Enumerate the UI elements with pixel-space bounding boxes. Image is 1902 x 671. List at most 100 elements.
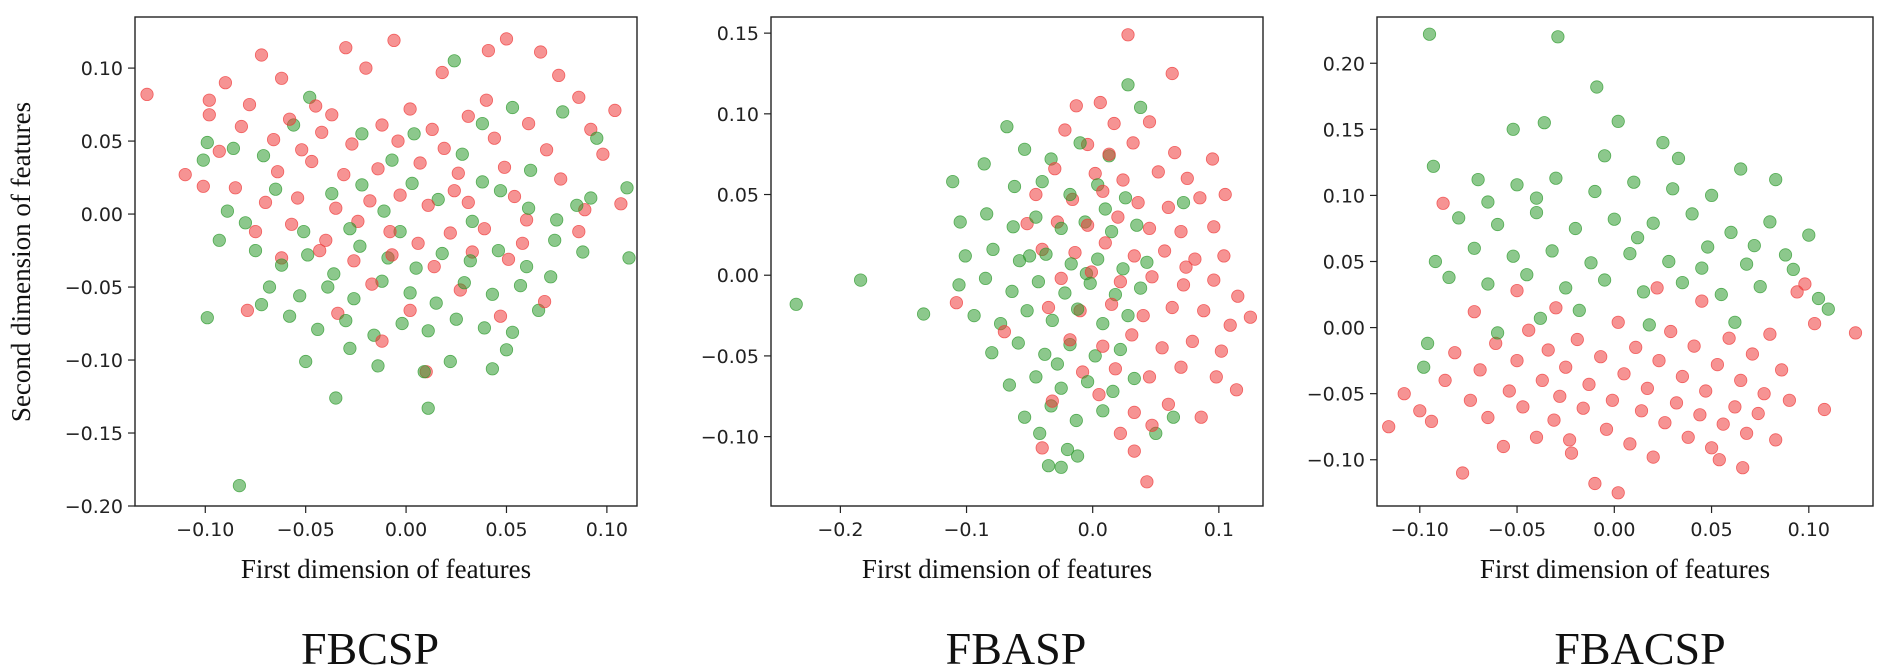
red-point — [387, 33, 401, 48]
red-point — [1535, 373, 1549, 387]
green-point — [1491, 326, 1505, 340]
red-point — [1179, 260, 1193, 274]
green-point — [576, 245, 590, 259]
red-point — [1611, 486, 1625, 500]
green-point — [238, 216, 252, 230]
green-point — [980, 207, 994, 221]
red-point — [1463, 393, 1478, 407]
red-point — [140, 87, 154, 102]
red-point — [1634, 404, 1649, 418]
red-point — [1168, 146, 1182, 160]
green-point — [463, 254, 477, 268]
red-point — [202, 93, 216, 107]
red-point — [1564, 446, 1579, 460]
red-point — [1669, 396, 1684, 410]
y-tick-label: 0.10 — [717, 104, 759, 126]
green-point — [254, 297, 269, 312]
green-point — [417, 365, 431, 379]
red-point — [1209, 370, 1223, 384]
red-point — [240, 303, 254, 317]
red-point — [1629, 340, 1643, 354]
green-point — [1452, 211, 1466, 225]
green-point — [196, 153, 210, 167]
green-point — [1121, 78, 1135, 92]
red-point — [1045, 394, 1059, 408]
red-point — [1473, 363, 1487, 377]
red-point — [1068, 246, 1082, 260]
green-point — [1098, 202, 1112, 216]
green-point — [1116, 262, 1130, 276]
red-point — [1716, 417, 1730, 431]
green-point — [1176, 196, 1191, 210]
red-point — [1467, 305, 1481, 319]
red-point — [345, 137, 359, 151]
green-point — [353, 239, 367, 253]
red-point — [1553, 389, 1567, 403]
green-point — [200, 135, 214, 150]
green-point — [1471, 173, 1485, 187]
red-point — [1229, 383, 1244, 397]
red-point — [375, 118, 389, 132]
green-point — [1113, 342, 1128, 357]
red-point — [1161, 397, 1176, 411]
green-point — [499, 343, 514, 357]
red-point — [1710, 357, 1725, 372]
red-point — [1496, 439, 1511, 454]
green-point — [1481, 195, 1495, 209]
red-point — [1127, 444, 1141, 458]
green-point — [355, 178, 369, 192]
red-point — [202, 108, 216, 122]
red-point — [1664, 324, 1678, 339]
red-point — [447, 184, 461, 198]
green-point — [299, 354, 313, 369]
green-point — [443, 354, 457, 369]
green-point — [1728, 315, 1742, 329]
green-point — [491, 244, 505, 258]
green-point — [1421, 336, 1435, 350]
green-point — [622, 251, 636, 265]
green-point — [1127, 371, 1141, 386]
green-point — [1091, 252, 1105, 266]
green-point — [1636, 285, 1651, 299]
red-point — [1687, 339, 1701, 353]
red-point — [1093, 95, 1107, 110]
red-point — [1782, 393, 1797, 407]
green-point — [293, 289, 307, 303]
green-point — [590, 131, 604, 145]
green-point — [1054, 460, 1068, 474]
green-point — [347, 292, 361, 306]
green-point — [1740, 257, 1754, 271]
green-point — [1058, 286, 1072, 300]
red-point — [359, 61, 373, 75]
red-point — [1640, 381, 1655, 395]
red-point — [1582, 377, 1596, 391]
green-point — [1763, 215, 1777, 229]
y-tick-label: −0.10 — [1307, 450, 1365, 472]
red-point — [1745, 347, 1760, 361]
scatter-points — [140, 32, 636, 493]
red-point — [1127, 405, 1141, 419]
green-point — [1481, 277, 1495, 291]
green-point — [1529, 191, 1544, 205]
tick-group: −0.10 −0.05 0.00 0.05 0.10 −0.10 −0.05 0.00 0.05… — [1307, 53, 1830, 541]
green-point — [1811, 291, 1826, 306]
green-point — [1022, 249, 1037, 263]
green-point — [519, 259, 534, 274]
red-point — [295, 143, 309, 157]
red-point — [1126, 136, 1140, 150]
plot-frame — [1376, 16, 1874, 507]
red-point — [451, 166, 465, 180]
red-point — [305, 154, 319, 169]
red-point — [1205, 152, 1220, 166]
red-point — [537, 294, 552, 309]
green-point — [1786, 262, 1800, 276]
x-tick-label: 0.10 — [1788, 519, 1830, 541]
red-point — [1722, 331, 1736, 345]
red-point — [274, 71, 289, 85]
red-point — [375, 334, 389, 348]
red-point — [319, 233, 333, 247]
green-point — [1422, 27, 1437, 41]
red-point — [1185, 334, 1200, 348]
red-point — [1155, 341, 1169, 355]
green-point — [1695, 261, 1709, 275]
